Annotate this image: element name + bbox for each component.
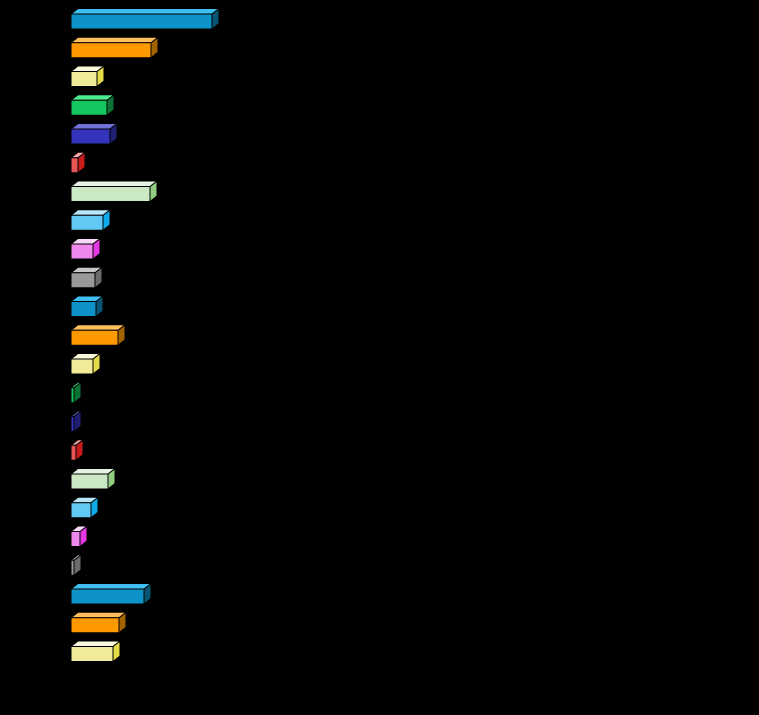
bar-front-face <box>70 617 120 634</box>
bar-front-face <box>70 99 108 116</box>
bar <box>69 323 127 347</box>
bar-top-face <box>69 468 117 475</box>
bar <box>69 524 89 548</box>
bar-front-face <box>70 531 81 547</box>
bar-front-face <box>70 646 114 662</box>
bar-front-face <box>70 243 94 260</box>
bar-front-face <box>70 128 111 145</box>
bar <box>69 7 221 31</box>
bar <box>69 237 102 261</box>
bar <box>69 582 153 606</box>
bar <box>69 36 160 59</box>
bar-top-face <box>69 209 112 216</box>
bar-front-face <box>70 186 151 202</box>
bar <box>69 64 106 88</box>
bar-front-face <box>70 13 213 30</box>
bar <box>69 266 104 289</box>
bar-front-face <box>70 272 96 289</box>
bar <box>69 179 159 203</box>
bar-front-face <box>70 588 145 605</box>
bar-front-face <box>70 559 75 576</box>
bar <box>69 553 83 577</box>
bar <box>69 381 83 404</box>
bar-front-face <box>70 214 104 231</box>
bar <box>69 352 102 376</box>
bar-top-face <box>69 611 128 619</box>
bar-top-face <box>69 8 221 15</box>
bar-top-face <box>69 640 122 647</box>
bar-front-face <box>70 416 75 432</box>
bar-front-face <box>70 157 79 174</box>
bar-top-face <box>69 123 119 130</box>
bar-top-face <box>69 324 127 331</box>
bar <box>69 151 87 174</box>
bar <box>69 93 116 117</box>
bar-top-face <box>69 36 160 44</box>
bar-top-face <box>69 94 116 101</box>
bar-front-face <box>70 329 119 346</box>
bar <box>69 467 117 491</box>
bar-front-face <box>70 387 75 404</box>
bar-front-face <box>70 473 109 490</box>
bar-top-face <box>69 583 153 590</box>
bar <box>69 639 122 663</box>
bar-front-face <box>70 71 98 87</box>
bar <box>69 122 119 146</box>
bar <box>69 409 83 433</box>
bar-front-face <box>70 358 94 375</box>
bar-front-face <box>70 301 97 317</box>
bar-front-face <box>70 444 77 461</box>
bar <box>69 496 100 519</box>
bar <box>69 611 128 634</box>
bar <box>69 208 112 232</box>
bar <box>69 438 85 462</box>
bar-front-face <box>70 502 92 519</box>
bar-top-face <box>69 180 159 187</box>
bar-front-face <box>70 42 152 59</box>
bar <box>69 294 105 318</box>
